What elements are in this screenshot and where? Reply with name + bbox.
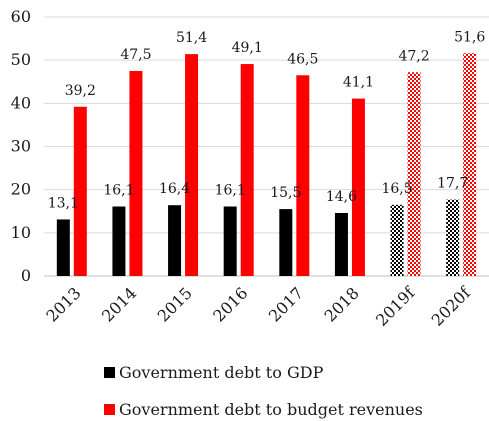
bar-debt-to-gdp: [446, 199, 460, 276]
legend-label-gdp: Government debt to GDP: [119, 363, 324, 382]
bar-debt-to-gdp: [279, 209, 293, 276]
x-tick-label: 2016: [209, 283, 251, 325]
y-tick-label: 20: [11, 180, 31, 199]
bar-debt-to-revenues: [73, 106, 87, 276]
data-label: 16,1: [103, 183, 134, 199]
x-tick-label: 2017: [265, 283, 307, 325]
bars: [56, 53, 477, 277]
data-label: 51,4: [176, 30, 207, 46]
bar-debt-to-gdp: [334, 212, 348, 276]
y-tick-label: 10: [11, 223, 31, 242]
y-tick-label: 30: [11, 137, 31, 156]
bar-debt-to-revenues: [240, 64, 254, 276]
bar-debt-to-revenues: [351, 98, 365, 277]
bar-debt-to-gdp: [390, 204, 404, 276]
data-label: 13,1: [48, 195, 79, 211]
data-label: 46,5: [287, 51, 318, 67]
data-labels: 13,1 39,2 16,1 47,5 16,4 51,4 16,1 49,1 15,5 46,5…: [48, 29, 486, 211]
data-label: 47,5: [120, 47, 151, 63]
x-tick-label: 2018: [321, 283, 363, 325]
y-tick-label: 60: [11, 7, 31, 26]
data-label: 14,6: [326, 189, 357, 205]
x-tick-label: 2015: [154, 283, 196, 325]
data-label: 49,1: [232, 40, 263, 56]
legend-label-revenues: Government debt to budget revenues: [119, 400, 423, 419]
data-label: 47,2: [398, 48, 429, 64]
data-label: 16,1: [215, 183, 246, 199]
x-tick-label: 2020f: [428, 283, 475, 330]
data-label: 41,1: [343, 75, 374, 91]
data-label: 17,7: [437, 176, 468, 192]
bar-debt-to-gdp: [112, 206, 126, 276]
data-label: 15,5: [270, 185, 301, 201]
bar-debt-to-gdp: [168, 205, 182, 276]
y-tick-label: 0: [21, 266, 31, 285]
bar-debt-to-gdp: [223, 206, 237, 276]
data-label: 51,6: [454, 29, 485, 45]
y-axis: 0 10 20 30 40 50 60: [11, 7, 31, 285]
x-tick-label: 2019f: [372, 283, 419, 330]
bar-debt-to-revenues: [129, 70, 143, 276]
legend-item-revenues: Government debt to budget revenues: [104, 400, 423, 419]
legend-swatch-revenues: [104, 404, 115, 415]
bar-debt-to-revenues: [463, 53, 477, 277]
data-label: 16,4: [159, 181, 190, 197]
legend-item-gdp: Government debt to GDP: [104, 363, 323, 382]
x-axis: 2013 2014 2015 2016 2017 2018 2019f 2020f: [42, 283, 474, 330]
bar-debt-to-revenues: [296, 75, 310, 277]
data-label: 39,2: [65, 83, 96, 99]
x-tick-label: 2014: [98, 283, 140, 325]
legend-swatch-gdp: [104, 367, 115, 378]
y-tick-label: 50: [11, 50, 31, 69]
bar-debt-to-revenues: [185, 54, 199, 276]
x-tick-label: 2013: [42, 283, 84, 325]
bar-debt-to-revenues: [407, 72, 421, 277]
data-label: 16,5: [381, 181, 412, 197]
y-tick-label: 40: [11, 93, 31, 112]
bar-debt-to-gdp: [56, 219, 70, 276]
